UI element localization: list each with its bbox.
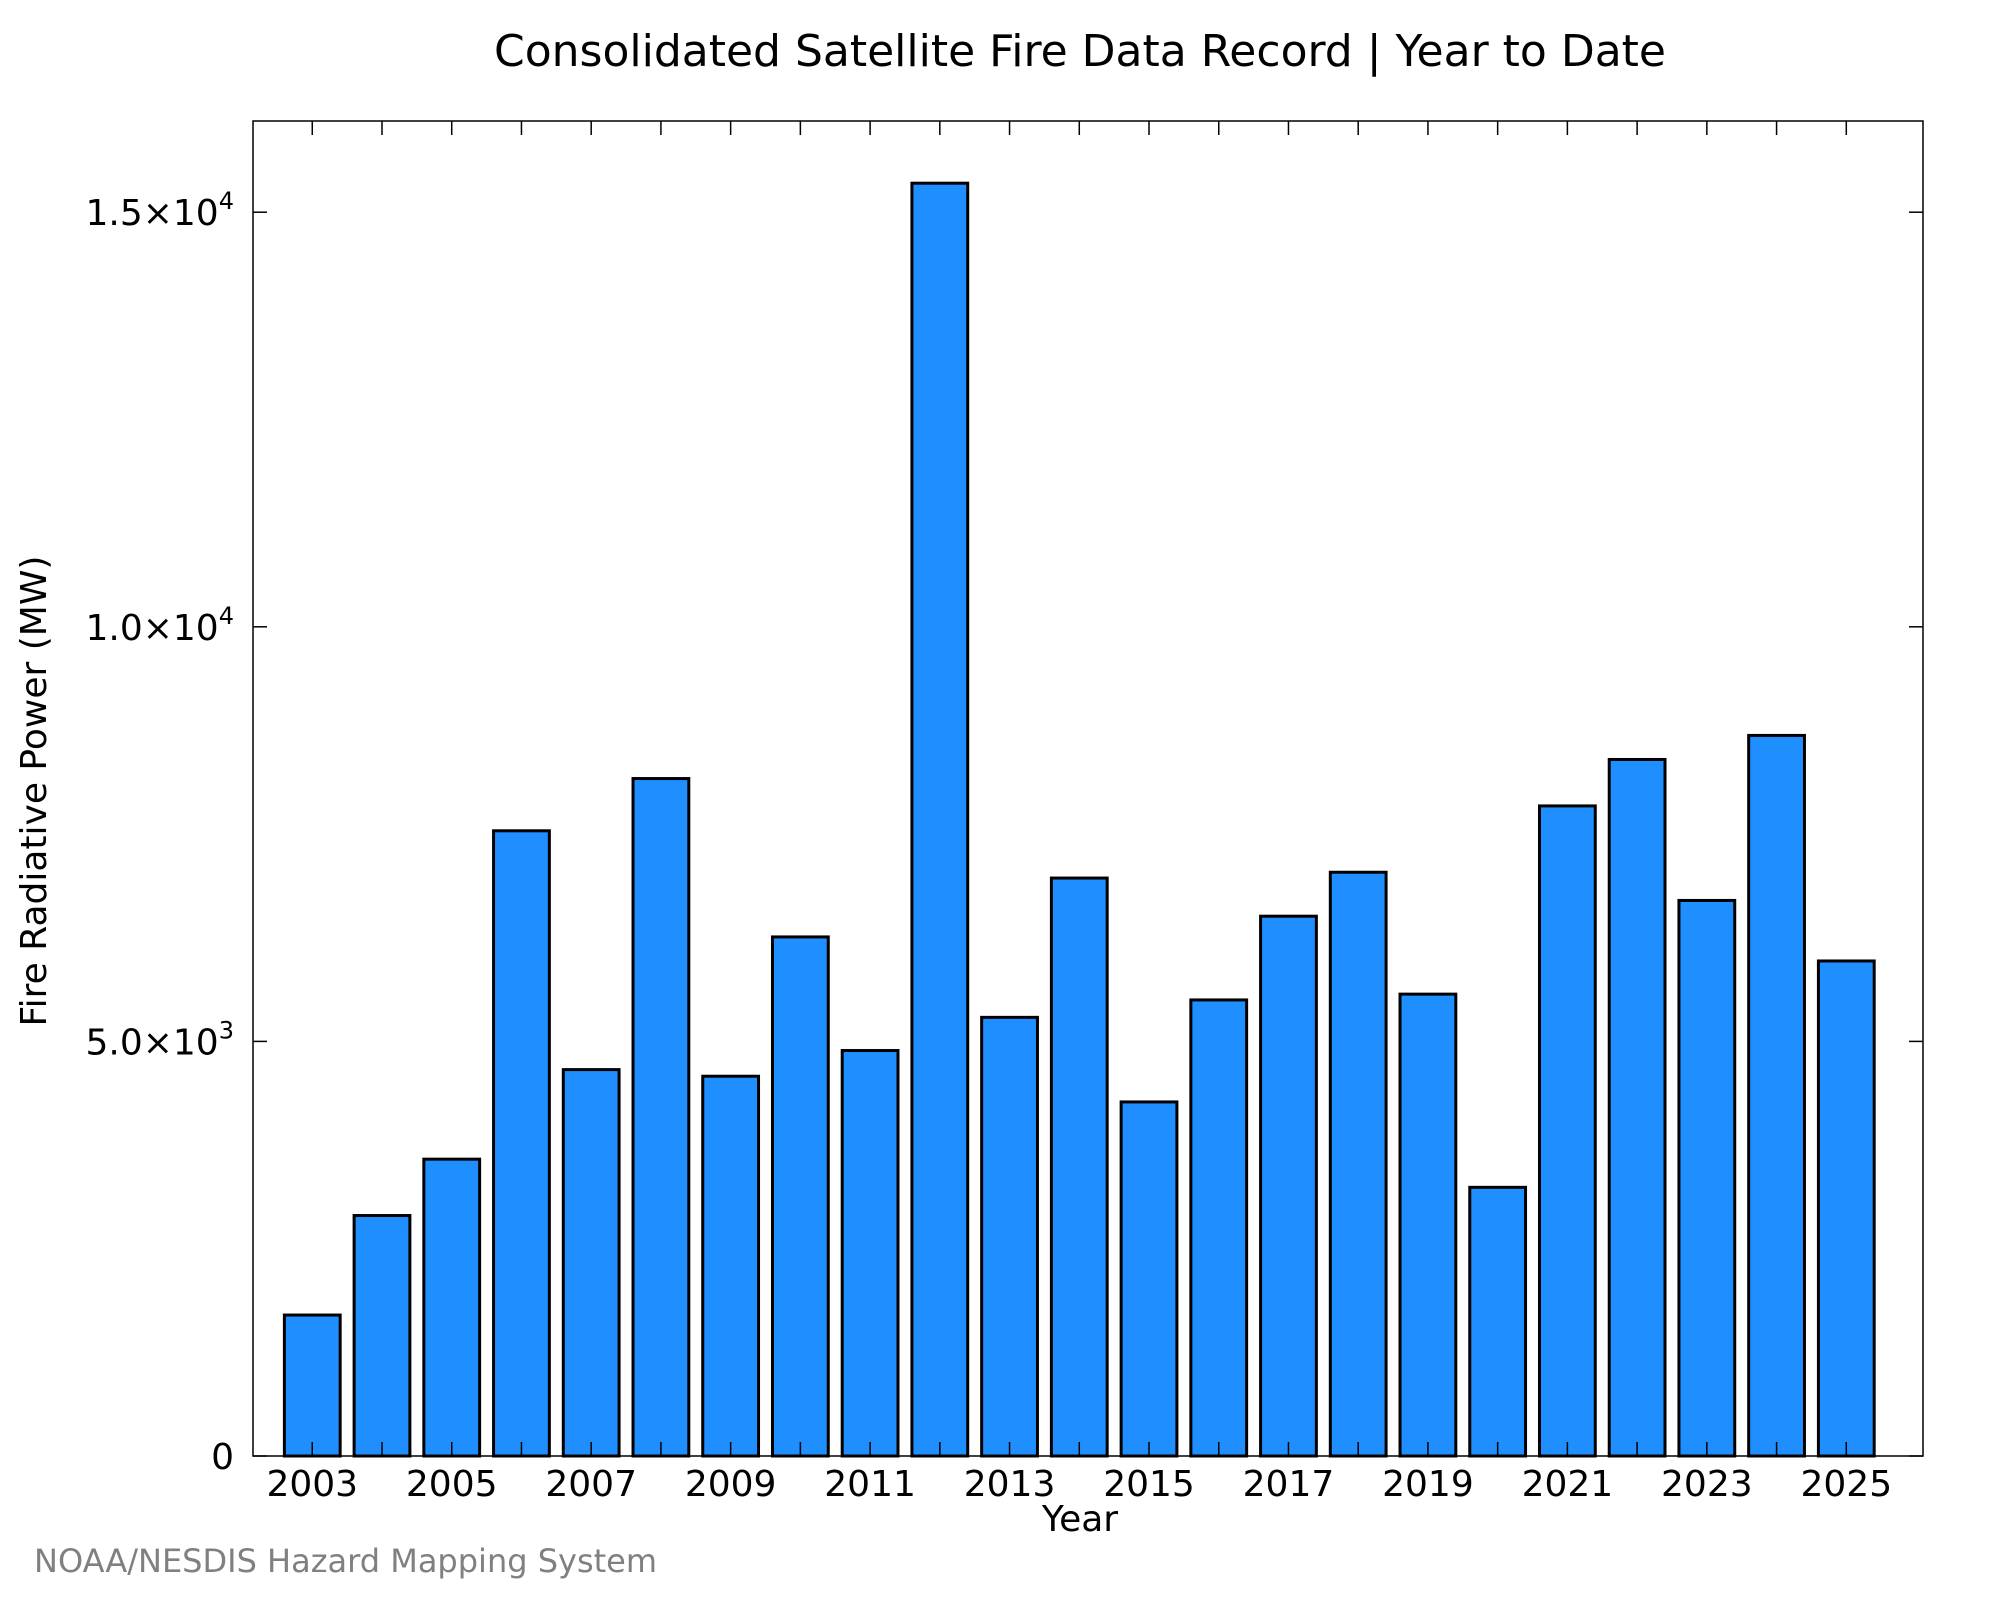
x-tick-label: 2017 — [1243, 1464, 1335, 1505]
y-axis-ticks: 0 5.0×103 1.0×104 1.5×104 — [85, 187, 1923, 1478]
bar-2017 — [1259, 914, 1318, 1458]
bar-2010 — [770, 935, 830, 1458]
x-tick-label: 2013 — [964, 1464, 1056, 1505]
x-tick-label: 2025 — [1800, 1464, 1892, 1505]
y-tick-label: 5.0×103 — [85, 1016, 234, 1063]
x-axis-ticks: 2003 2005 2007 2009 2011 2013 2015 2017 2019 2021… — [266, 121, 1892, 1505]
bar-2014 — [1049, 876, 1109, 1458]
bar-2013 — [980, 1015, 1039, 1458]
x-tick-label: 2011 — [824, 1464, 916, 1505]
bar-2011 — [840, 1049, 900, 1458]
bar-2006 — [492, 829, 551, 1458]
y-tick-label: 1.5×104 — [85, 187, 234, 234]
plot-frame — [252, 120, 1924, 1457]
bar-2020 — [1468, 1185, 1528, 1458]
bar-2015 — [1119, 1100, 1179, 1458]
x-tick-label: 2003 — [266, 1464, 358, 1505]
bar-2003 — [282, 1313, 342, 1458]
bar-2008 — [631, 777, 691, 1458]
bars-group — [282, 181, 1876, 1458]
bar-2025 — [1816, 959, 1876, 1458]
bar-2023 — [1677, 898, 1737, 1458]
x-tick-label: 2023 — [1661, 1464, 1753, 1505]
bar-2007 — [561, 1068, 621, 1458]
x-tick-label: 2009 — [685, 1464, 777, 1505]
bar-2022 — [1607, 757, 1667, 1458]
chart-title: Consolidated Satellite Fire Data Record … — [494, 26, 1666, 77]
x-tick-label: 2021 — [1522, 1464, 1614, 1505]
x-tick-label: 2019 — [1382, 1464, 1474, 1505]
bar-2021 — [1537, 804, 1597, 1458]
y-tick-label: 0 — [211, 1437, 234, 1478]
bar-2012 — [910, 181, 970, 1458]
bar-2016 — [1189, 998, 1249, 1458]
x-axis-label: Year — [1041, 1499, 1118, 1540]
bar-2018 — [1328, 870, 1388, 1458]
y-tick-label: 1.0×104 — [85, 602, 234, 649]
bar-2024 — [1747, 733, 1806, 1458]
x-tick-label: 2005 — [406, 1464, 498, 1505]
bar-2009 — [701, 1074, 761, 1458]
credit-text: NOAA/NESDIS Hazard Mapping System — [34, 1542, 657, 1580]
y-axis-label: Fire Radiative Power (MW) — [14, 556, 55, 1027]
bar-2019 — [1398, 992, 1458, 1458]
x-tick-label: 2007 — [545, 1464, 637, 1505]
bar-2004 — [352, 1214, 412, 1458]
x-tick-label: 2015 — [1103, 1464, 1195, 1505]
bar-2005 — [422, 1157, 482, 1458]
